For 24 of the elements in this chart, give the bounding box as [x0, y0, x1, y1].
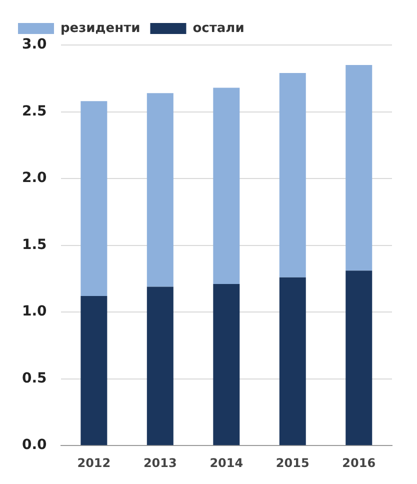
x-tick-label: 2013 [143, 456, 177, 470]
bar [346, 65, 372, 271]
bar [279, 277, 306, 446]
bar [213, 284, 240, 446]
y-tick-label: 0.5 [22, 370, 47, 386]
bar [146, 286, 174, 446]
bar [146, 93, 174, 287]
y-tick-label: 1.0 [22, 304, 48, 320]
bar [80, 296, 108, 446]
bar [346, 270, 372, 446]
y-tick-label: 2.0 [22, 170, 48, 186]
bar [80, 101, 108, 296]
x-tick-label: 2016 [342, 456, 376, 470]
x-tick-label: 2015 [276, 456, 310, 470]
bar [279, 73, 306, 278]
y-tick-label: 2.5 [22, 103, 47, 120]
y-tick-label: 0.0 [22, 437, 48, 454]
legend-label: остали [192, 20, 244, 36]
x-tick-label: 2014 [210, 456, 244, 470]
bar [213, 88, 240, 284]
y-tick-label: 3.0 [22, 36, 48, 53]
y-tick-label: 1.5 [22, 236, 47, 253]
x-tick-label: 2012 [77, 456, 111, 470]
legend-label: резиденти [60, 20, 140, 36]
